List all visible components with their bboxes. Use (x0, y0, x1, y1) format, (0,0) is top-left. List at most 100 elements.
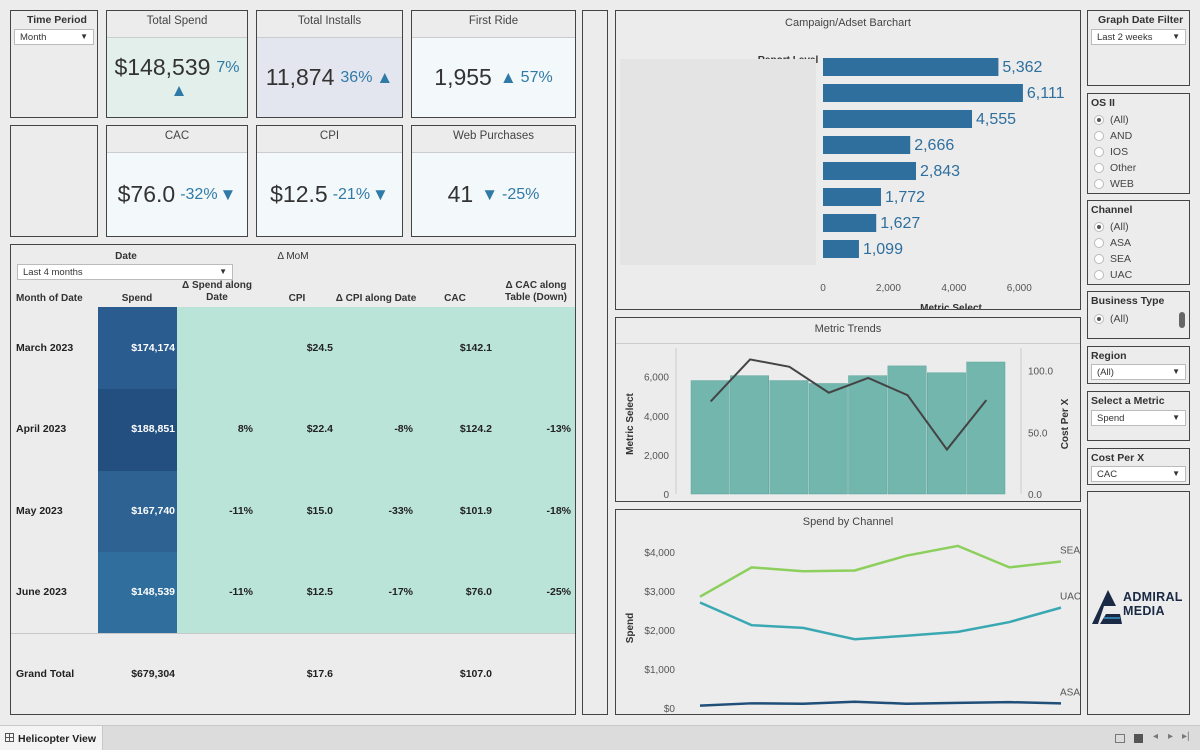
os-option-other[interactable]: Other (1094, 162, 1136, 174)
cpi-cell: $22.4 (306, 423, 333, 435)
os-option-all[interactable]: (All) (1094, 114, 1129, 126)
col-header-delta-cpi[interactable]: Δ CPI along Date (335, 293, 417, 304)
col-header-delta-spend[interactable]: Δ Spend along Date (182, 280, 252, 303)
last-icon[interactable]: ▸| (1182, 731, 1190, 742)
graph-date-dropdown[interactable]: Last 2 weeks ▼ (1091, 29, 1186, 45)
radio-icon (1094, 163, 1104, 173)
month-cell: June 2023 (16, 586, 67, 598)
cac-cell: $76.0 (465, 586, 492, 598)
col-header-cpi[interactable]: CPI (288, 293, 306, 304)
next-icon[interactable]: ▸ (1168, 731, 1174, 742)
kpi-value: 41 (447, 181, 474, 207)
spend-cell: $167,740 (131, 505, 175, 517)
date-range-dropdown[interactable]: Last 4 months ▼ (17, 264, 233, 280)
bar (690, 380, 730, 495)
time-period-title: Time Period (27, 14, 87, 26)
sheet-tab-bar: Helicopter View ◂ ▸ ▸| (0, 725, 1200, 750)
radio-icon (1094, 147, 1104, 157)
bar-value-label: 1,099 (863, 241, 903, 258)
stop-icon[interactable] (1134, 734, 1143, 743)
kpi-value: $148,539 (114, 54, 211, 80)
kpi-total-spend: Total Spend $148,539 7% ▲ (106, 10, 248, 118)
kpi-value: 1,955 (434, 64, 492, 90)
y-tick-label: $0 (664, 704, 676, 715)
channel-option-uac[interactable]: UAC (1094, 269, 1132, 281)
kpi-title: Total Spend (107, 11, 247, 38)
bar-value-label: 5,362 (1002, 59, 1042, 76)
cost-per-x-value: CAC (1097, 469, 1118, 480)
bar-value-label: 2,843 (920, 163, 960, 180)
down-arrow-icon: ▼ (372, 184, 389, 204)
kpi-cpi: CPI $12.5 -21% ▼ (256, 125, 403, 237)
region-dropdown[interactable]: (All) ▼ (1091, 364, 1186, 380)
chevron-down-icon: ▼ (219, 267, 227, 276)
delta-cac-cell: -13% (546, 423, 571, 435)
bar (730, 375, 769, 495)
os-option-and[interactable]: AND (1094, 130, 1132, 142)
metric-filter: Select a Metric Spend ▼ (1087, 391, 1190, 441)
kpi-cac: CAC $76.0 -32% ▼ (106, 125, 248, 237)
time-period-dropdown[interactable]: Month ▼ (14, 29, 94, 45)
prev-icon[interactable]: ◂ (1153, 731, 1159, 742)
bar (887, 365, 927, 495)
delta-spend-cell: -11% (229, 505, 253, 517)
y-tick-label: $3,000 (644, 587, 675, 598)
y-axis-label: Metric Select (625, 392, 636, 454)
kpi-title: CPI (257, 126, 402, 153)
metric-dropdown[interactable]: Spend ▼ (1091, 410, 1186, 426)
col-header-delta-cac[interactable]: Δ CAC along Table (Down) (504, 280, 568, 303)
grid-view-icon[interactable] (1115, 734, 1125, 743)
cac-cell: $142.1 (459, 342, 492, 354)
series-line (699, 700, 1062, 707)
channel-option-sea[interactable]: SEA (1094, 253, 1131, 265)
y-tick-label: $4,000 (644, 548, 675, 559)
cost-per-x-filter: Cost Per X CAC ▼ (1087, 448, 1190, 485)
cpi-cell: $15.0 (306, 505, 333, 517)
mom-table: Date Δ MoM Last 4 months ▼ Month of Date… (10, 244, 576, 715)
bar (823, 240, 859, 258)
radio-selected-icon (1094, 115, 1104, 125)
total-label: Grand Total (16, 668, 75, 680)
kpi-value: $76.0 (117, 181, 176, 207)
scrollbar[interactable] (1179, 312, 1185, 328)
bar-value-label: 4,555 (976, 111, 1016, 128)
kpi-value: $12.5 (270, 181, 328, 207)
x-tick-label: 2,000 (876, 283, 901, 294)
month-cell: March 2023 (16, 342, 74, 354)
cac-cell: $101.9 (459, 505, 492, 517)
chart-title: Campaign/Adset Barchart (785, 17, 911, 29)
business-type-option-all[interactable]: (All) (1094, 313, 1129, 325)
down-arrow-icon: ▼ (219, 184, 237, 204)
bar (823, 214, 877, 232)
col-header-cac[interactable]: CAC (444, 293, 466, 304)
bar (823, 188, 881, 206)
tab-helicopter-view[interactable]: Helicopter View (0, 726, 103, 750)
kpi-change: 36% (340, 68, 373, 86)
table-body-bg (177, 307, 575, 633)
y-tick-label: 0 (663, 490, 669, 501)
os-option-web[interactable]: WEB (1094, 178, 1134, 190)
chevron-down-icon: ▼ (1172, 367, 1180, 376)
graph-date-value: Last 2 weeks (1097, 32, 1153, 43)
kpi-change: -25% (502, 185, 540, 203)
chevron-down-icon: ▼ (1172, 32, 1180, 41)
radio-icon (1094, 179, 1104, 189)
cost-per-x-dropdown[interactable]: CAC ▼ (1091, 466, 1186, 482)
logo-panel: ADMIRAL MEDIA (1087, 491, 1190, 715)
time-period-filter: Time Period Month ▼ (10, 10, 98, 118)
col-header-month[interactable]: Month of Date (16, 293, 83, 304)
channel-option-asa[interactable]: ASA (1094, 237, 1131, 249)
radio-selected-icon (1094, 314, 1104, 324)
os-option-ios[interactable]: IOS (1094, 146, 1128, 158)
bar-value-label: 6,111 (1027, 85, 1065, 102)
col-header-spend[interactable]: Spend (121, 293, 153, 304)
spend-cell-bg (98, 307, 177, 389)
business-type-title: Business Type (1091, 295, 1165, 307)
channel-title: Channel (1091, 204, 1133, 216)
logo-text-admiral: ADMIRAL (1123, 590, 1183, 604)
series-line (699, 601, 1062, 641)
channel-option-all[interactable]: (All) (1094, 221, 1129, 233)
radio-selected-icon (1094, 222, 1104, 232)
kpi-title: CAC (107, 126, 247, 153)
series-line (699, 544, 1062, 598)
